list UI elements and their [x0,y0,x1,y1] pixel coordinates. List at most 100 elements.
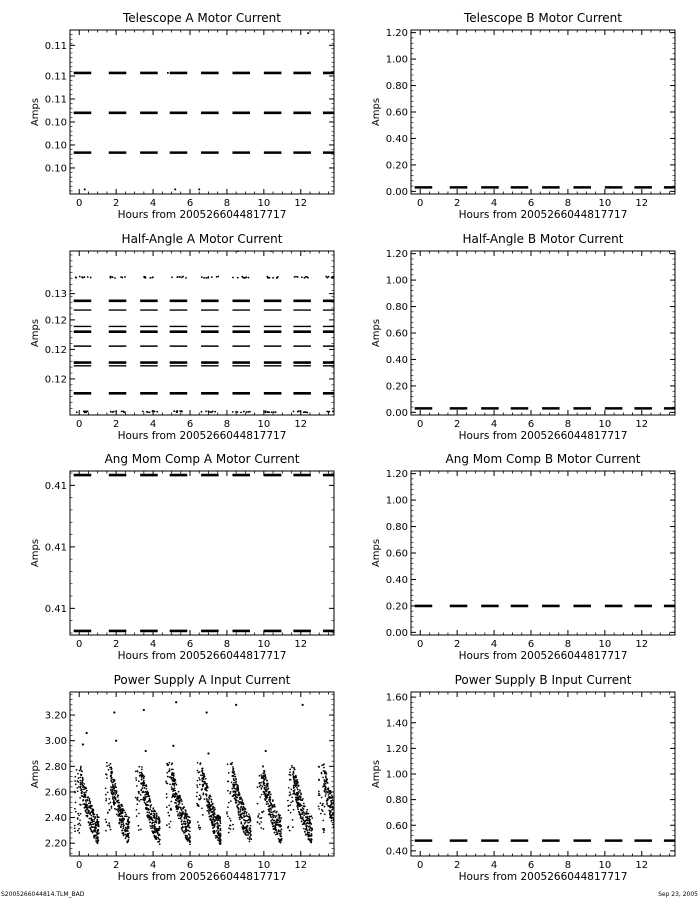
data-point [317,805,320,808]
data-point [170,763,173,766]
data-point [120,804,123,806]
data-point [184,830,186,832]
data-point [78,822,81,825]
data-point [125,823,128,825]
data-point [74,775,77,778]
data-point [120,824,123,826]
x-tick-label: 2 [454,419,460,430]
data-point [90,814,93,817]
data-point [292,790,295,792]
data-point [166,763,169,766]
y-tick-label: 0.12 [45,315,67,326]
data-point [289,768,292,771]
data-point [249,834,252,837]
data-point [233,771,235,773]
y-tick-label: 0.20 [386,160,408,171]
data-point [112,778,115,781]
data-point [149,825,152,827]
data-point [77,812,80,815]
data-point [127,838,130,841]
data-point [97,825,100,828]
data-point [274,823,277,826]
data-point [242,803,245,806]
x-tick-label: 4 [491,419,497,430]
data-point [201,814,204,816]
data-point [275,829,277,832]
data-point [151,276,154,279]
data-point [135,779,138,781]
data-point [295,800,298,802]
data-point [265,786,267,789]
data-point [140,798,142,801]
data-point [136,798,139,801]
data-point [277,830,280,833]
data-point [276,276,279,279]
chart-title: Half-Angle A Motor Current [122,232,283,246]
x-tick-label: 12 [635,639,648,650]
data-point [304,831,306,833]
data-point [260,821,262,823]
data-point [177,803,180,806]
data-point [218,832,221,835]
data-point [277,813,280,816]
data-point [217,839,219,841]
data-point [259,817,261,820]
data-point [264,776,267,779]
data-point [318,794,321,797]
data-point [114,784,116,786]
data-point [264,792,267,795]
data-point [235,801,238,804]
data-point [158,840,161,843]
y-axis-label: Amps [30,319,41,347]
data-point [201,767,203,770]
data-point [268,810,271,813]
data-point [245,831,248,833]
data-point [301,812,304,814]
data-point [175,792,178,795]
data-point [262,772,265,775]
data-point [217,837,220,839]
data-point [115,808,118,811]
data-point [152,812,155,815]
chart-title: Ang Mom Comp A Motor Current [105,452,300,466]
y-tick-label: 1.00 [386,770,408,781]
data-point [241,275,244,278]
data-point [237,800,240,802]
data-point [144,275,146,278]
data-point [165,780,167,783]
data-point [79,824,82,826]
data-point [271,805,274,808]
plot-frame [410,29,676,195]
data-point [109,801,112,804]
data-point [288,773,291,776]
data-point [265,803,268,805]
data-point [247,410,250,413]
data-point [140,776,143,778]
data-point [211,810,214,813]
data-point [76,790,79,793]
data-point [308,819,311,822]
data-point [185,276,187,279]
data-point [93,813,96,816]
data-point [208,803,211,805]
data-point [75,769,78,771]
data-point [151,810,154,813]
data-point [90,804,93,807]
data-point [270,411,273,414]
data-point [318,792,320,795]
data-point [84,799,87,802]
data-point [260,787,263,789]
data-point [96,841,98,844]
data-point [202,783,205,786]
data-point [115,792,118,794]
y-tick-label: 0.40 [386,575,408,586]
data-point [186,820,189,822]
data-point [93,820,95,823]
data-point [142,708,145,712]
data-point [240,411,242,414]
data-point [181,826,184,829]
data-point [196,791,198,794]
data-point [207,276,210,278]
data-point [328,796,331,799]
data-point [219,828,222,830]
